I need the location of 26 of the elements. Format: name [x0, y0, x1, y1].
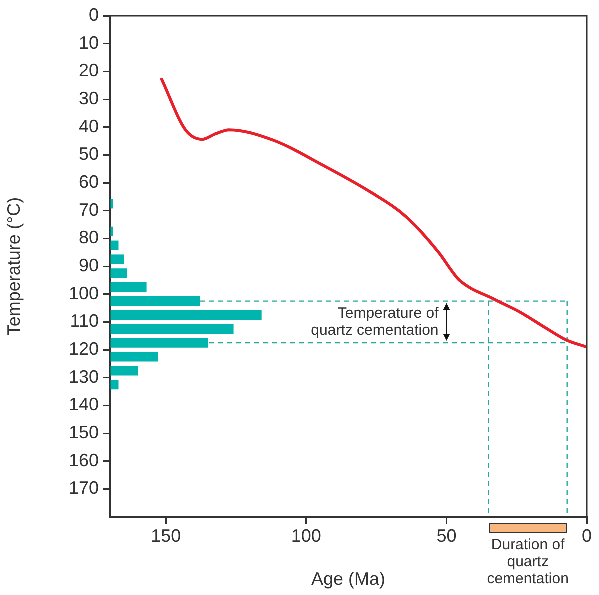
y-tick-label: 30: [78, 88, 99, 108]
x-tick-label: 0: [582, 526, 592, 546]
annotation: Temperature of quartz cementation: [311, 304, 440, 339]
y-tick-label: 140: [68, 394, 99, 415]
y-tick-label: 170: [68, 478, 99, 498]
y-tick-label: 90: [78, 255, 99, 276]
y-tick-label: 0: [88, 4, 99, 25]
y-tick-label: 60: [78, 172, 99, 192]
y-tick-label: 130: [68, 366, 99, 387]
x-tick-label: 150: [151, 526, 182, 546]
y-tick-label: 80: [78, 228, 99, 248]
x-axis-title: Age (Ma): [311, 569, 386, 590]
y-tick-label: 20: [78, 60, 99, 81]
y-tick-label: 100: [68, 283, 99, 304]
y-tick-label: 40: [78, 116, 99, 136]
y-tick-label: 120: [68, 338, 99, 359]
y-tick-label: 150: [68, 422, 99, 442]
text: Duration of quartz cementation: [487, 536, 569, 588]
x-tick-label: 100: [291, 526, 322, 546]
y-tick-label: 160: [68, 450, 99, 470]
y-tick-label: 50: [78, 144, 99, 164]
y-tick-label: 70: [78, 200, 99, 220]
y-tick-label: 10: [78, 32, 99, 53]
y-axis-title: Temperature (°C): [4, 197, 24, 336]
x-tick-label: 50: [436, 526, 457, 546]
y-tick-label: 110: [70, 311, 99, 332]
